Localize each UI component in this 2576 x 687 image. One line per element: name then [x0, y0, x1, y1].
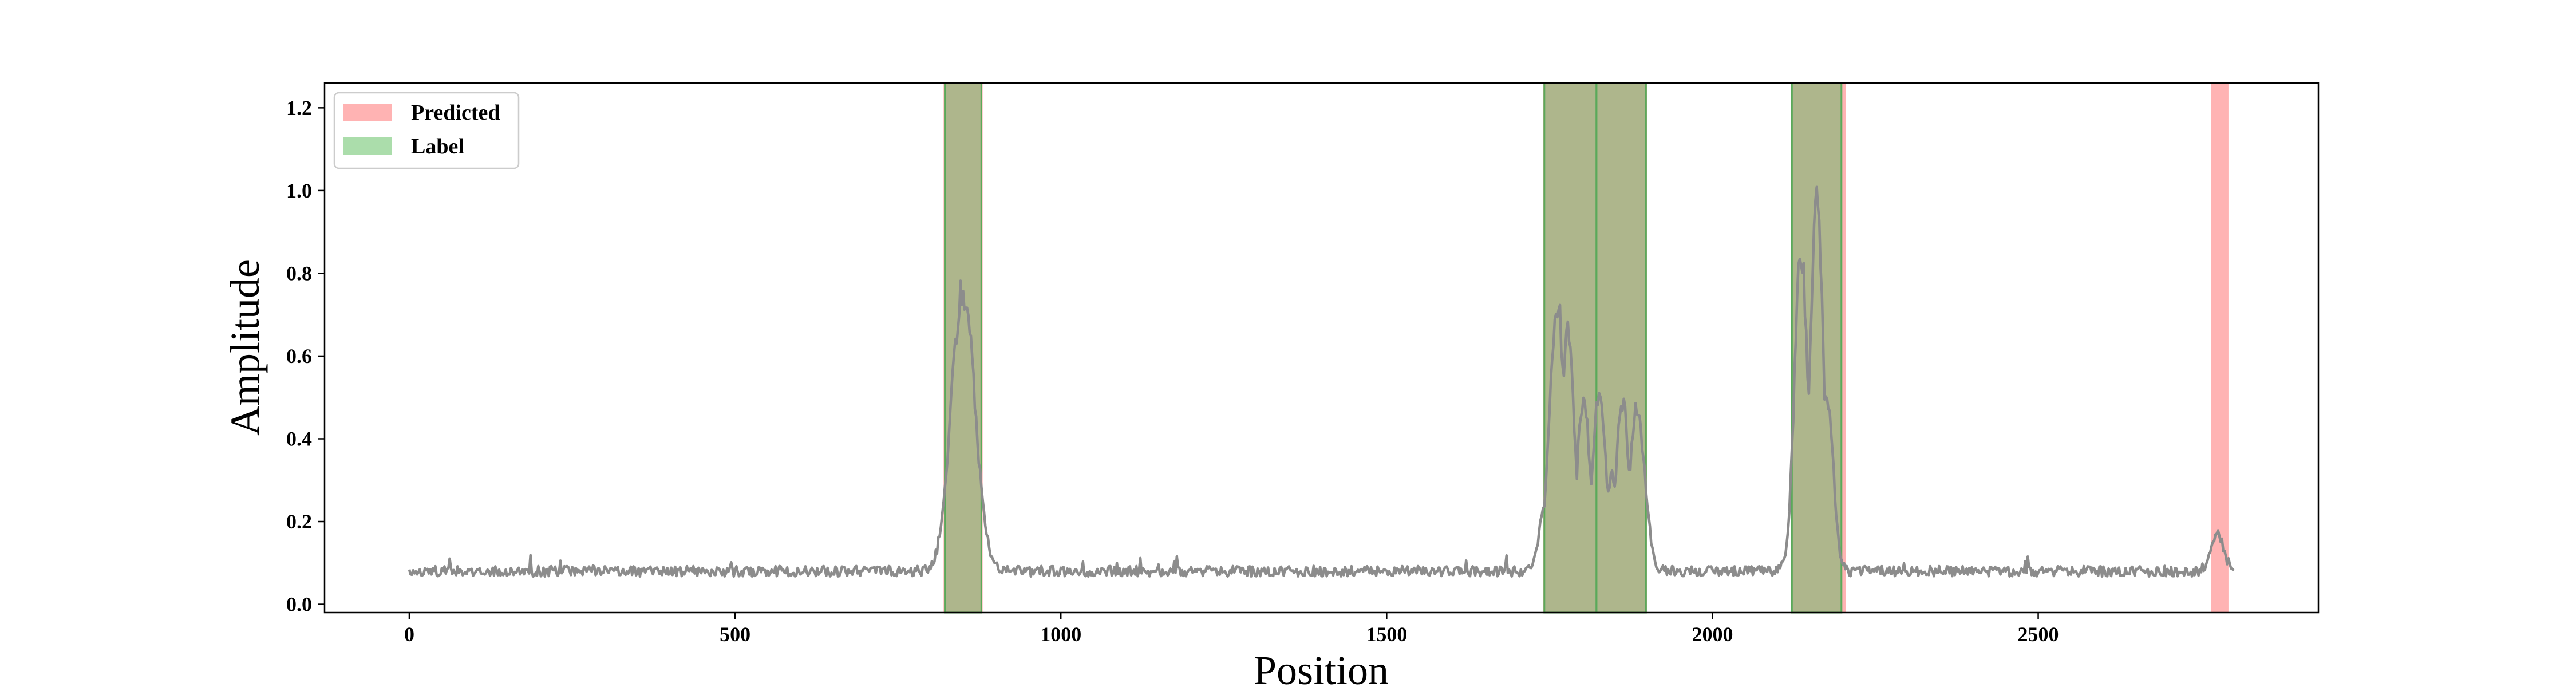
x-tick-label: 2500: [2018, 623, 2059, 646]
x-tick-label: 500: [720, 623, 750, 646]
label-region-0: [944, 82, 982, 614]
label-region-2: [1595, 82, 1647, 614]
y-tick-label: 0.4: [286, 427, 312, 450]
y-tick-label: 0.6: [286, 345, 312, 368]
y-axis-title: Amplitude: [222, 259, 268, 436]
predicted-region-3: [2211, 83, 2229, 613]
y-tick-label: 0.0: [286, 593, 312, 616]
legend-label-predicted: Predicted: [411, 101, 500, 125]
legend: Predicted Label: [333, 92, 520, 169]
legend-label-label: Label: [411, 135, 464, 159]
y-axis-ticks: 0.0 0.2 0.4 0.6 0.8 1.0 1.2: [286, 96, 325, 616]
x-axis-ticks: 0 500 1000 1500 2000 2500: [404, 613, 2059, 646]
x-tick-label: 2000: [1692, 623, 1733, 646]
signal-series-line: [408, 185, 2235, 578]
label-regions: [944, 82, 1843, 614]
x-axis-title: Position: [1254, 647, 1389, 687]
legend-swatch-predicted: [343, 104, 392, 121]
label-region-3: [1791, 82, 1843, 614]
y-tick-label: 1.0: [286, 179, 312, 202]
x-tick-label: 1500: [1366, 623, 1407, 646]
legend-swatch-label: [343, 137, 392, 155]
y-tick-label: 0.2: [286, 510, 312, 533]
plot-area-frame: [323, 82, 2320, 614]
x-tick-label: 1000: [1040, 623, 1081, 646]
y-tick-label: 0.8: [286, 262, 312, 285]
y-tick-label: 1.2: [286, 96, 312, 119]
x-tick-label: 0: [404, 623, 414, 646]
